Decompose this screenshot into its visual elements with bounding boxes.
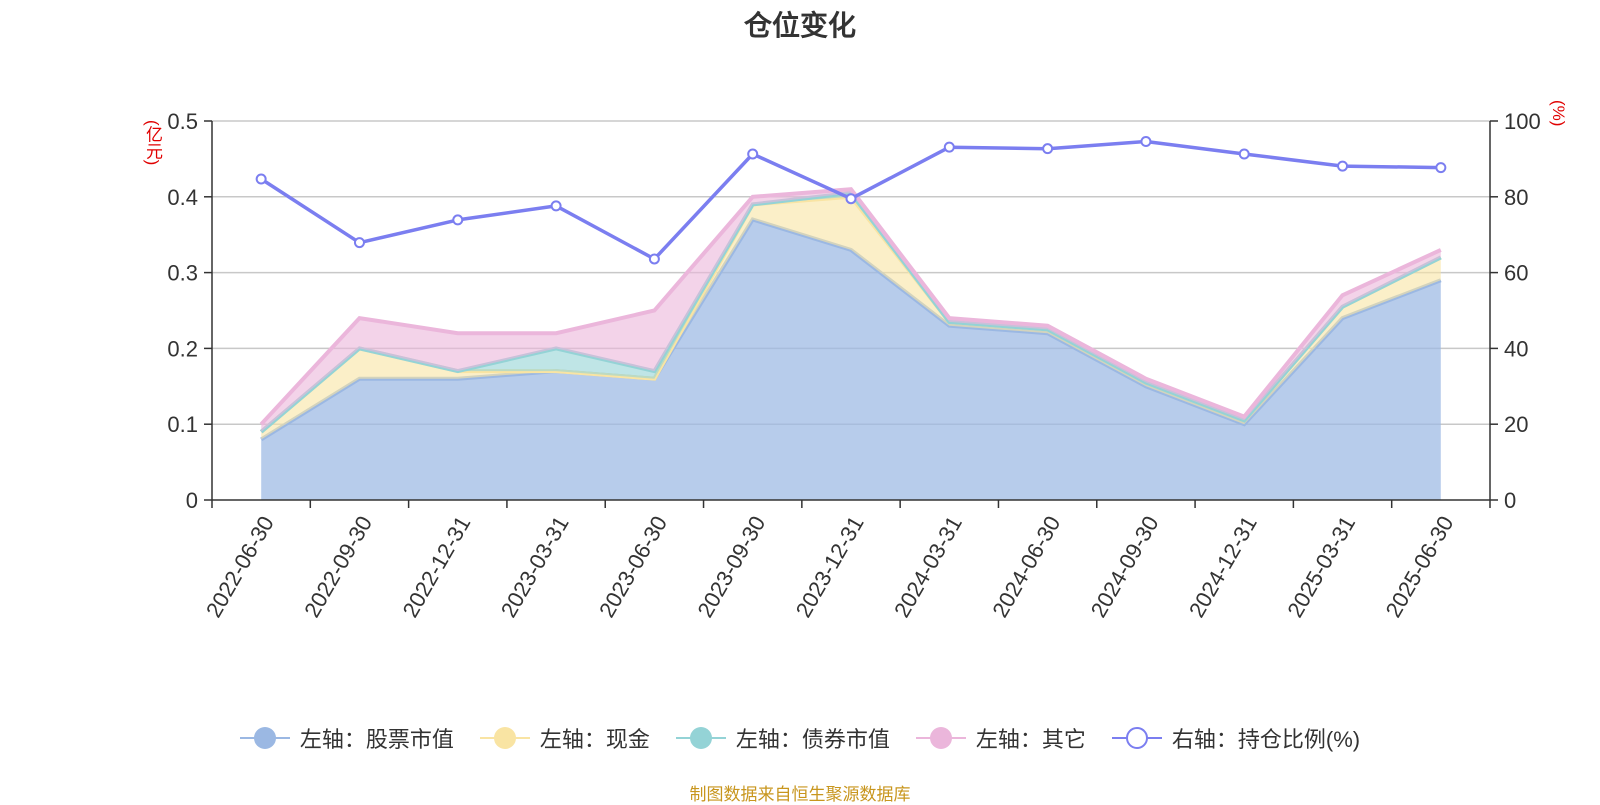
x-axis-tick-label: 2024-03-31 [889, 512, 967, 622]
x-axis-tick-label: 2023-06-30 [594, 512, 672, 622]
chart-legend: 左轴：股票市值 左轴：现金 左轴：债券市值 左轴：其它 右轴：持仓比例(%) [0, 722, 1600, 754]
legend-item[interactable]: 左轴：债券市值 [675, 722, 890, 754]
left-axis-unit: (亿元) [143, 120, 162, 166]
x-axis-tick-label: 2024-06-30 [987, 512, 1065, 622]
left-axis-tick-label: 0 [186, 488, 198, 513]
holding-ratio-point [1435, 162, 1447, 174]
holding-ratio-point [747, 148, 759, 160]
legend-label: 左轴：现金 [539, 727, 650, 752]
legend-item[interactable]: 左轴：股票市值 [239, 722, 454, 754]
holding-ratio-point [648, 253, 660, 265]
legend-item[interactable]: 右轴：持仓比例(%) [1111, 722, 1361, 754]
x-axis-tick-label: 2023-03-31 [496, 512, 574, 622]
x-axis-tick-label: 2024-12-31 [1184, 512, 1262, 622]
legend-item[interactable]: 左轴：现金 [479, 722, 650, 754]
left-axis-tick-label: 0.3 [167, 261, 198, 286]
x-axis-tick-label: 2025-03-31 [1282, 512, 1360, 622]
x-axis-tick-label: 2024-09-30 [1086, 512, 1164, 622]
legend-marker-icon [675, 726, 726, 750]
area-series-0 [261, 219, 1441, 500]
legend-label: 左轴：其它 [975, 727, 1086, 752]
legend-marker-icon [915, 726, 966, 750]
chart-title: 仓位变化 [743, 10, 856, 41]
legend-marker-icon [1111, 726, 1162, 750]
right-axis-tick-label: 60 [1504, 261, 1528, 286]
holding-ratio-point [943, 141, 955, 153]
legend-label: 左轴：股票市值 [299, 727, 454, 752]
holding-ratio-point [1042, 143, 1054, 155]
left-axis-tick-label: 0.1 [167, 412, 198, 437]
holding-ratio-point [1337, 160, 1349, 172]
area-series-line-3 [259, 187, 1442, 426]
holding-ratio-point [353, 237, 365, 249]
legend-item[interactable]: 左轴：其它 [915, 722, 1086, 754]
legend-marker-icon [239, 726, 290, 750]
left-axis-tick-label: 0.2 [167, 336, 198, 361]
legend-marker-icon [479, 726, 530, 750]
data-source-note: 制图数据来自恒生聚源数据库 [689, 785, 911, 804]
x-axis-tick-label: 2023-12-31 [791, 512, 869, 622]
holding-ratio-point [845, 193, 857, 205]
left-axis-tick-label: 0.4 [167, 185, 198, 210]
legend-label: 左轴：债券市值 [735, 727, 890, 752]
x-axis-tick-label: 2022-12-31 [398, 512, 476, 622]
holding-ratio-point [255, 173, 267, 185]
x-axis-tick-label: 2022-06-30 [201, 512, 279, 622]
x-axis-tick-label: 2022-09-30 [299, 512, 377, 622]
area-series-1 [261, 196, 1441, 440]
x-axis-tick-label: 2023-09-30 [692, 512, 770, 622]
right-axis-unit: (%) [1549, 100, 1568, 127]
holding-ratio-point [1140, 135, 1152, 147]
right-axis-tick-label: 20 [1504, 412, 1528, 437]
holding-ratio-point [452, 214, 464, 226]
right-axis-tick-label: 100 [1504, 109, 1541, 134]
x-axis-tick-label: 2025-06-30 [1381, 512, 1459, 622]
right-axis-tick-label: 0 [1504, 488, 1516, 513]
right-axis-tick-label: 40 [1504, 336, 1528, 361]
holding-ratio-point [1238, 148, 1250, 160]
left-axis-tick-label: 0.5 [167, 109, 198, 134]
holding-ratio-point [550, 200, 562, 212]
right-axis-tick-label: 80 [1504, 185, 1528, 210]
legend-label: 右轴：持仓比例(%) [1171, 727, 1361, 752]
